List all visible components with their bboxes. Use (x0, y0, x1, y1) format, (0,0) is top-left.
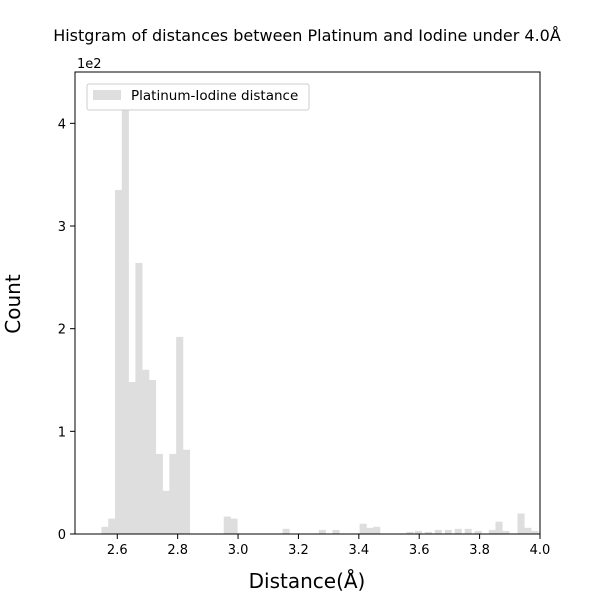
histogram-bar (444, 529, 452, 534)
y-tick-label: 2 (58, 323, 66, 338)
chart-title: Histgram of distances between Platinum a… (53, 26, 561, 45)
histogram-bar (115, 190, 123, 534)
histogram-bar (101, 526, 109, 534)
histogram-bar (332, 529, 340, 534)
histogram-bar (517, 513, 525, 534)
x-tick-label: 3.4 (348, 543, 369, 558)
histogram-bar (142, 369, 150, 534)
x-tick-label: 3.0 (228, 543, 249, 558)
legend-label: Platinum-Iodine distance (131, 88, 298, 104)
histogram-bar (488, 529, 496, 534)
histogram-bar (495, 521, 503, 534)
x-tick-label: 4.0 (530, 543, 551, 558)
histogram-bar (223, 516, 231, 534)
histogram-bar (128, 382, 136, 534)
x-tick-label: 3.8 (469, 543, 490, 558)
histogram-bar (424, 531, 432, 534)
histogram-bar (121, 97, 129, 535)
y-tick-label: 1 (58, 425, 66, 440)
x-tick-label: 3.2 (288, 543, 309, 558)
histogram-bar (406, 531, 414, 534)
histogram-bar (169, 453, 177, 534)
histogram-bar (414, 530, 422, 534)
histogram-bar (162, 490, 170, 534)
histogram-bar (135, 262, 143, 534)
histogram-bar (176, 336, 184, 534)
histogram-bar (108, 518, 116, 534)
histogram-bar (282, 528, 290, 534)
x-tick-label: 2.6 (107, 543, 128, 558)
histogram-bar (434, 529, 442, 534)
histogram-bar (464, 528, 472, 534)
histogram-bar (230, 518, 238, 534)
y-axis-label: Count (1, 274, 25, 334)
x-tick-label: 2.8 (167, 543, 188, 558)
histogram-bar (359, 523, 367, 534)
histogram-bar (182, 449, 191, 534)
y-tick-label: 4 (58, 117, 66, 132)
legend-frame (86, 83, 310, 111)
histogram-bar (373, 526, 381, 534)
y-tick-label: 0 (58, 528, 66, 543)
histogram-bar (531, 530, 539, 534)
histogram-bar (148, 380, 157, 534)
plot-frame (74, 71, 541, 535)
histogram-bar (454, 528, 462, 534)
x-axis-label: Distance(Å) (249, 569, 366, 593)
y-axis-multiplier: 1e2 (77, 57, 102, 72)
legend: Platinum-Iodine distance (86, 83, 310, 111)
legend-swatch (93, 90, 121, 100)
histogram-bar (502, 530, 510, 534)
x-tick-label: 3.6 (409, 543, 430, 558)
histogram-bar (155, 453, 163, 534)
histogram-bar (366, 527, 374, 534)
histogram-bar (474, 530, 482, 534)
histogram-bar (318, 529, 326, 534)
histogram-bar (524, 527, 532, 534)
y-tick-label: 3 (58, 220, 66, 235)
